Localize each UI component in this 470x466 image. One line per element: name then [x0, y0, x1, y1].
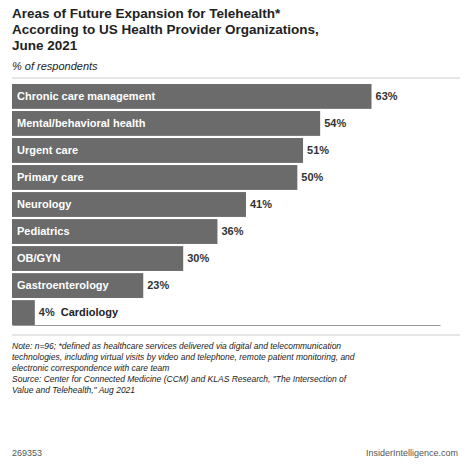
note-line: Source: Center for Connected Medicine (C…: [12, 374, 348, 384]
bar: [12, 84, 372, 109]
title-line: According to US Health Provider Organiza…: [12, 22, 319, 37]
category-label: OB/GYN: [17, 252, 60, 264]
subtitle-line: % of respondents: [12, 60, 98, 72]
note-line: Value and Telehealth," Aug 2021: [12, 385, 135, 395]
bar: [12, 273, 143, 298]
value-label: 51%: [307, 144, 329, 156]
bar: [12, 192, 246, 217]
x-axis-line: [13, 325, 441, 326]
chart: Areas of Future Expansion for Telehealth…: [0, 0, 470, 466]
x-axis: [13, 325, 441, 326]
value-label: 30%: [187, 252, 209, 264]
category-label: Chronic care management: [17, 90, 155, 102]
category-label: Neurology: [17, 198, 72, 210]
category-label: Mental/behavioral health: [17, 117, 146, 129]
note-line: electronic correspondence with care team: [12, 363, 169, 373]
category-label: Gastroenterology: [17, 279, 110, 291]
subtitle: % of respondents: [12, 60, 98, 72]
bar: [12, 246, 183, 271]
bar: [12, 138, 303, 163]
value-label: 63%: [376, 90, 398, 102]
title: Areas of Future Expansion for Telehealth…: [12, 6, 319, 53]
value-label: 23%: [147, 279, 169, 291]
bar: [12, 165, 297, 190]
footer-left: 269353: [12, 448, 42, 458]
footer-right-line: InsiderIntelligence.com: [366, 448, 458, 458]
bar: [12, 111, 320, 136]
category-label: Pediatrics: [17, 225, 70, 237]
note-line: technologies, including virtual visits b…: [12, 352, 355, 362]
value-label: 50%: [301, 171, 323, 183]
labels: 63% Chronic care management 54% Mental/beha…: [17, 90, 398, 318]
bar: [12, 300, 35, 325]
separator: [12, 335, 460, 336]
category-label: Cardiology: [61, 306, 119, 318]
value-label: 4%: [39, 306, 55, 318]
bars: [12, 84, 372, 325]
title-line: Areas of Future Expansion for Telehealth…: [12, 6, 281, 21]
category-label: Urgent care: [17, 144, 78, 156]
note: Note: n=96; *defined as healthcare servi…: [12, 341, 355, 395]
footer-right: InsiderIntelligence.com: [366, 448, 458, 458]
bar: [12, 219, 217, 244]
value-label: 36%: [221, 225, 243, 237]
note-line: Note: n=96; *defined as healthcare servi…: [12, 341, 341, 351]
category-label: Primary care: [17, 171, 84, 183]
value-label: 54%: [324, 117, 346, 129]
value-label: 41%: [250, 198, 272, 210]
title-line: June 2021: [12, 38, 78, 53]
footer-left-line: 269353: [12, 448, 42, 458]
separator: [12, 78, 460, 79]
